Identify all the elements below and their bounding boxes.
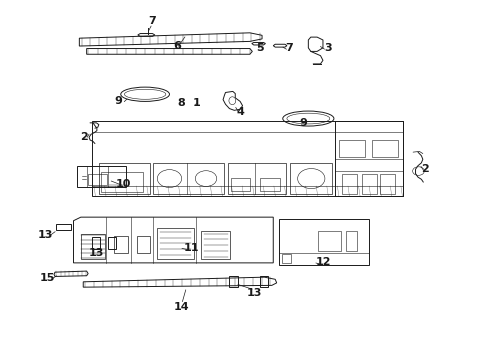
Bar: [137, 236, 150, 253]
Text: 7: 7: [285, 43, 293, 53]
Text: 13: 13: [38, 230, 53, 240]
Bar: [201, 231, 230, 259]
Bar: [77, 166, 125, 187]
Bar: [115, 236, 128, 253]
Text: 6: 6: [173, 41, 181, 51]
Bar: [343, 174, 357, 194]
Bar: [92, 121, 403, 196]
Text: 12: 12: [315, 257, 331, 267]
Bar: [108, 237, 116, 249]
Bar: [92, 237, 100, 249]
Text: 5: 5: [256, 43, 264, 53]
Bar: [362, 174, 376, 194]
Bar: [279, 219, 369, 265]
Text: 13: 13: [247, 288, 263, 297]
Bar: [339, 140, 366, 157]
Bar: [88, 174, 107, 185]
Text: 7: 7: [148, 16, 156, 26]
Text: 9: 9: [299, 118, 307, 128]
Text: 13: 13: [89, 248, 104, 258]
Text: 11: 11: [184, 243, 199, 253]
Bar: [335, 121, 403, 196]
Ellipse shape: [229, 97, 236, 105]
Bar: [229, 276, 238, 287]
Text: 14: 14: [174, 302, 190, 312]
Bar: [380, 174, 395, 194]
Bar: [231, 178, 250, 191]
Bar: [282, 254, 291, 263]
Bar: [99, 163, 150, 194]
Bar: [346, 231, 357, 251]
Bar: [228, 163, 287, 194]
Bar: [157, 228, 194, 258]
Bar: [81, 234, 105, 259]
Bar: [318, 231, 342, 251]
Bar: [372, 140, 398, 157]
Bar: [56, 224, 71, 230]
Text: 2: 2: [421, 164, 429, 174]
Text: 1: 1: [193, 98, 200, 108]
Text: 15: 15: [40, 273, 55, 283]
Text: 4: 4: [236, 107, 244, 117]
Text: 10: 10: [116, 179, 131, 189]
Text: 2: 2: [80, 132, 88, 142]
Bar: [260, 276, 269, 287]
Bar: [153, 163, 224, 194]
Bar: [260, 178, 280, 191]
Text: 8: 8: [178, 98, 186, 108]
Bar: [290, 163, 332, 194]
Bar: [101, 172, 143, 192]
Text: 9: 9: [114, 96, 122, 107]
Text: 3: 3: [324, 43, 332, 53]
